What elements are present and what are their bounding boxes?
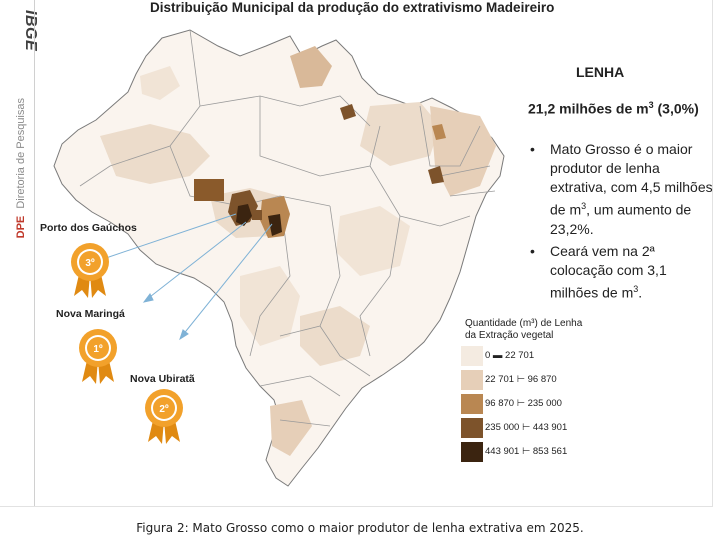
total-prefix: 21,2 milhões de m	[528, 100, 649, 117]
total-production: 21,2 milhões de m3 (3,0%)	[528, 100, 699, 117]
department-label: DPE Diretoria de Pesquisas	[15, 98, 27, 238]
dpe-abbrev: DPE	[15, 215, 27, 239]
legend-swatch	[461, 346, 483, 366]
legend-swatch	[461, 370, 483, 390]
legend-item: 0 ▬ 22 701	[461, 346, 661, 366]
map-area	[40, 16, 510, 496]
legend-item: 96 870 ⊢ 235 000	[461, 394, 661, 414]
side-strip: IBGE DPE Diretoria de Pesquisas	[0, 0, 40, 506]
place-nova-maringa: Nova Maringá	[56, 308, 125, 320]
medal-icon: 1º	[79, 329, 117, 384]
legend-swatch	[461, 418, 483, 438]
bullet2-b: .	[638, 284, 643, 301]
product-heading: LENHA	[576, 64, 625, 80]
legend-title-line2: da Extração vegetal	[465, 330, 554, 341]
bullet1-b: , um aumento de 23,2%.	[550, 201, 692, 237]
legend-item: 235 000 ⊢ 443 901	[461, 418, 661, 438]
place-nova-ubirata: Nova Ubiratã	[130, 373, 195, 385]
total-suffix: (3,0%)	[653, 100, 699, 117]
dept-name: Diretoria de Pesquisas	[15, 98, 27, 209]
total-sup: 3	[648, 100, 654, 110]
side-divider	[34, 0, 35, 506]
legend-title-line1: Quantidade (m³) de Lenha	[465, 318, 583, 329]
legend-range: 0 ▬ 22 701	[485, 350, 535, 361]
brazil-map	[53, 29, 505, 487]
figure-caption: Figura 2: Mato Grosso como o maior produ…	[136, 521, 584, 535]
legend-item: 22 701 ⊢ 96 870	[461, 370, 661, 390]
ibge-logo: IBGE	[22, 10, 39, 52]
bullet-dot: •	[530, 141, 535, 157]
bullet2-sup: 3	[633, 284, 639, 294]
slide: IBGE DPE Diretoria de Pesquisas Distribu…	[0, 0, 713, 507]
hotspot-cluster	[194, 104, 446, 238]
bullet1-sup: 3	[581, 201, 587, 211]
map-title: Distribuição Municipal da produção do ex…	[150, 0, 555, 15]
bullet-text: Ceará vem na 2ª colocação com 3,1 milhõe…	[550, 242, 715, 303]
bullet-text: Mato Grosso é o maior produtor de lenha …	[550, 140, 715, 239]
medal-icon: 2º	[145, 389, 183, 444]
medal-rank: 3º	[85, 258, 95, 269]
medal-icon: 3º	[71, 243, 109, 298]
legend-item: 443 901 ⊢ 853 561	[461, 442, 661, 462]
medal-rank: 2º	[159, 404, 169, 415]
bullet-dot: •	[530, 243, 535, 259]
legend-range: 235 000 ⊢ 443 901	[485, 422, 568, 433]
legend-swatch	[461, 394, 483, 414]
legend-swatch	[461, 442, 483, 462]
legend-range: 443 901 ⊢ 853 561	[485, 446, 568, 457]
legend-range: 96 870 ⊢ 235 000	[485, 398, 562, 409]
legend-range: 22 701 ⊢ 96 870	[485, 374, 557, 385]
place-porto-dos-gauchos: Porto dos Gaúchos	[40, 222, 137, 234]
medal-rank: 1º	[93, 344, 103, 355]
bullet1-a: Mato Grosso é o maior produtor de lenha …	[550, 141, 713, 218]
map-legend: Quantidade (m³) de Lenha da Extração veg…	[461, 318, 665, 462]
bullet2-a: Ceará vem na 2ª colocação com 3,1 milhõe…	[550, 243, 667, 301]
